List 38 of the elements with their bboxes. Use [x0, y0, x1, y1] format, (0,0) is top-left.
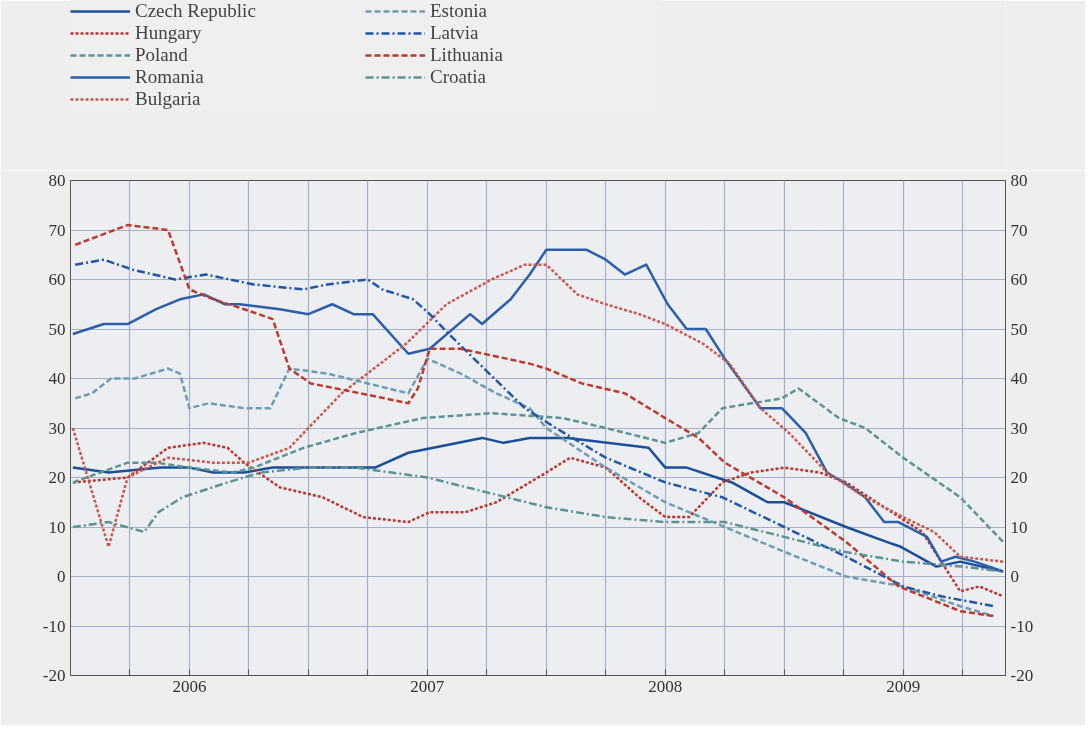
legend-label: Bulgaria — [135, 88, 202, 110]
x-tick-label: 2006 — [172, 676, 207, 696]
y2-tick-label: 30 — [1010, 418, 1028, 438]
legend-label: Lithuania — [430, 44, 504, 66]
y2-tick-label: 50 — [1010, 319, 1028, 339]
y2-tick-label: 10 — [1010, 517, 1028, 537]
y2-tick-label: 60 — [1010, 270, 1028, 289]
y2-tick-label: 20 — [1010, 468, 1028, 487]
legend-label: Poland — [135, 44, 189, 66]
y-tick-label: 0 — [57, 567, 66, 586]
y2-tick-label: -20 — [1010, 666, 1034, 685]
legend-label: Latvia — [430, 22, 480, 44]
legend-label: Estonia — [430, 0, 488, 22]
legend-label: Romania — [135, 66, 205, 88]
x-tick-label: 2007 — [410, 676, 445, 696]
y2-tick-label: 0 — [1010, 567, 1019, 586]
y2-tick-label: -10 — [1010, 616, 1034, 636]
y-tick-label: 80 — [48, 171, 66, 190]
y-tick-label: 70 — [48, 220, 66, 240]
y-tick-label: 60 — [48, 270, 66, 289]
y2-tick-label: 70 — [1010, 220, 1028, 240]
x-tick-label: 2009 — [886, 676, 921, 696]
y-tick-label: 40 — [48, 369, 66, 388]
y-tick-label: 50 — [48, 319, 66, 339]
legend-label: Hungary — [135, 22, 203, 44]
x-tick-label: 2008 — [648, 676, 683, 696]
line-series — [71, 387, 1005, 544]
line-series — [71, 466, 1005, 573]
y2-tick-label: 40 — [1010, 369, 1028, 388]
y-tick-label: -20 — [42, 666, 66, 685]
y2-tick-label: 80 — [1010, 171, 1028, 190]
legend-label: Croatia — [430, 66, 487, 88]
y-tick-label: -10 — [42, 616, 66, 636]
legend-label: Czech Republic — [135, 0, 257, 22]
y-tick-label: 10 — [48, 517, 66, 537]
line-series — [74, 357, 995, 618]
y-tick-label: 30 — [48, 418, 66, 438]
y-tick-label: 20 — [48, 468, 66, 487]
